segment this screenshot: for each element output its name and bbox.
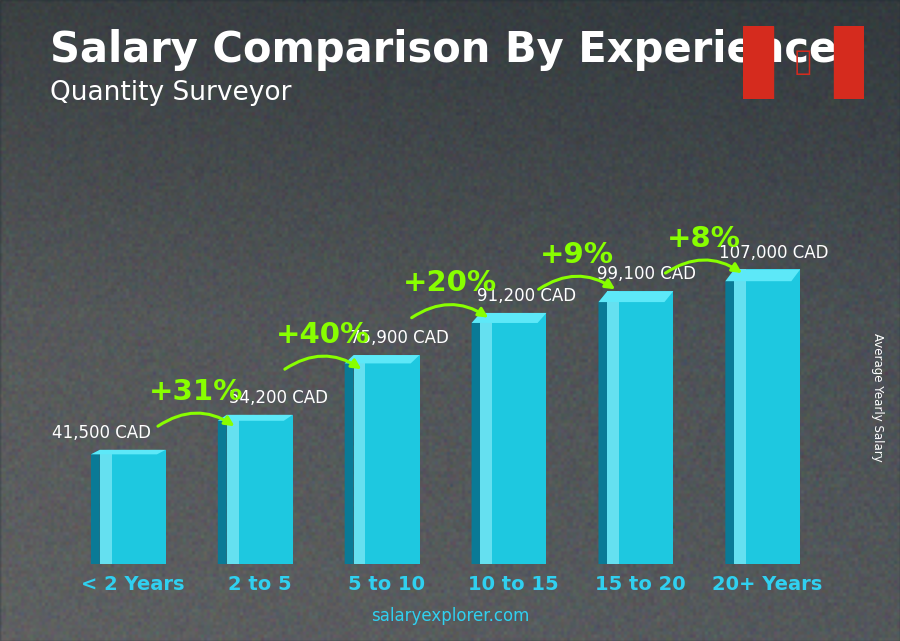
- Text: 54,200 CAD: 54,200 CAD: [230, 389, 328, 407]
- Polygon shape: [218, 415, 292, 420]
- Text: 99,100 CAD: 99,100 CAD: [598, 265, 697, 283]
- Text: 75,900 CAD: 75,900 CAD: [350, 329, 449, 347]
- Polygon shape: [725, 269, 734, 564]
- Text: Quantity Surveyor: Quantity Surveyor: [50, 80, 291, 106]
- Bar: [481, 313, 492, 564]
- Text: salaryexplorer.com: salaryexplorer.com: [371, 607, 529, 625]
- Bar: [227, 415, 239, 564]
- Text: 91,200 CAD: 91,200 CAD: [477, 287, 576, 305]
- Bar: [354, 355, 419, 564]
- Polygon shape: [345, 355, 419, 363]
- Bar: [734, 269, 800, 564]
- Polygon shape: [598, 291, 673, 302]
- Text: 107,000 CAD: 107,000 CAD: [719, 244, 828, 262]
- Polygon shape: [91, 450, 100, 564]
- Bar: [833, 26, 864, 99]
- Bar: [481, 313, 546, 564]
- Bar: [100, 450, 166, 564]
- Text: +31%: +31%: [149, 378, 243, 406]
- Polygon shape: [218, 415, 227, 564]
- Text: +9%: +9%: [540, 241, 614, 269]
- Polygon shape: [472, 313, 481, 564]
- Bar: [734, 269, 746, 564]
- Text: +40%: +40%: [276, 320, 370, 349]
- Bar: [354, 355, 365, 564]
- Bar: [742, 26, 773, 99]
- Polygon shape: [598, 291, 608, 564]
- Polygon shape: [472, 313, 546, 323]
- Text: Average Yearly Salary: Average Yearly Salary: [871, 333, 884, 462]
- Polygon shape: [345, 355, 354, 564]
- Text: +8%: +8%: [667, 224, 741, 253]
- Text: +20%: +20%: [403, 269, 497, 297]
- Polygon shape: [725, 269, 800, 281]
- Bar: [608, 291, 619, 564]
- Text: Salary Comparison By Experience: Salary Comparison By Experience: [50, 29, 837, 71]
- Text: 41,500 CAD: 41,500 CAD: [51, 424, 150, 442]
- Bar: [100, 450, 112, 564]
- Polygon shape: [91, 450, 166, 454]
- Bar: [227, 415, 292, 564]
- Bar: [608, 291, 673, 564]
- Text: 🍁: 🍁: [795, 49, 812, 76]
